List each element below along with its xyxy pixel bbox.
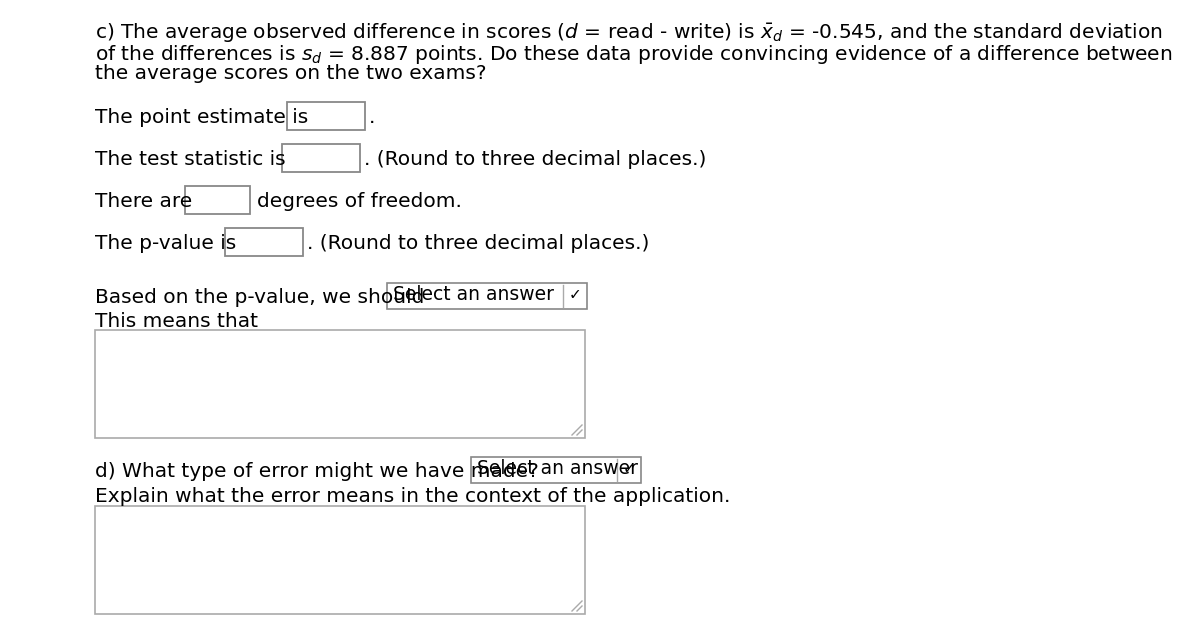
Bar xyxy=(95,506,586,614)
Text: The test statistic is: The test statistic is xyxy=(95,150,286,169)
Text: d) What type of error might we have made?: d) What type of error might we have made… xyxy=(95,462,539,481)
Text: This means that: This means that xyxy=(95,312,258,331)
Text: Select an answer: Select an answer xyxy=(394,285,554,304)
Text: Explain what the error means in the context of the application.: Explain what the error means in the cont… xyxy=(95,487,731,506)
Bar xyxy=(185,186,250,214)
Text: The point estimate is: The point estimate is xyxy=(95,108,308,127)
Bar xyxy=(470,457,641,483)
Text: c) The average observed difference in scores ($d$ = read - write) is $\bar{x}_d$: c) The average observed difference in sc… xyxy=(95,22,1163,45)
Text: Based on the p-value, we should: Based on the p-value, we should xyxy=(95,288,425,307)
Text: .: . xyxy=(370,108,376,127)
Text: degrees of freedom.: degrees of freedom. xyxy=(257,192,462,211)
Text: ✓: ✓ xyxy=(569,287,582,302)
Bar xyxy=(386,283,587,309)
Text: ✓: ✓ xyxy=(623,461,636,476)
Bar xyxy=(282,144,360,172)
Bar xyxy=(226,228,302,256)
Text: There are: There are xyxy=(95,192,192,211)
Bar xyxy=(287,102,365,130)
Bar xyxy=(95,330,586,438)
Text: the average scores on the two exams?: the average scores on the two exams? xyxy=(95,64,486,83)
Text: The p-value is: The p-value is xyxy=(95,234,236,253)
Text: . (Round to three decimal places.): . (Round to three decimal places.) xyxy=(307,234,649,253)
Text: of the differences is $s_d$ = 8.887 points. Do these data provide convincing evi: of the differences is $s_d$ = 8.887 poin… xyxy=(95,43,1172,66)
Text: Select an answer: Select an answer xyxy=(478,459,638,478)
Text: . (Round to three decimal places.): . (Round to three decimal places.) xyxy=(364,150,707,169)
